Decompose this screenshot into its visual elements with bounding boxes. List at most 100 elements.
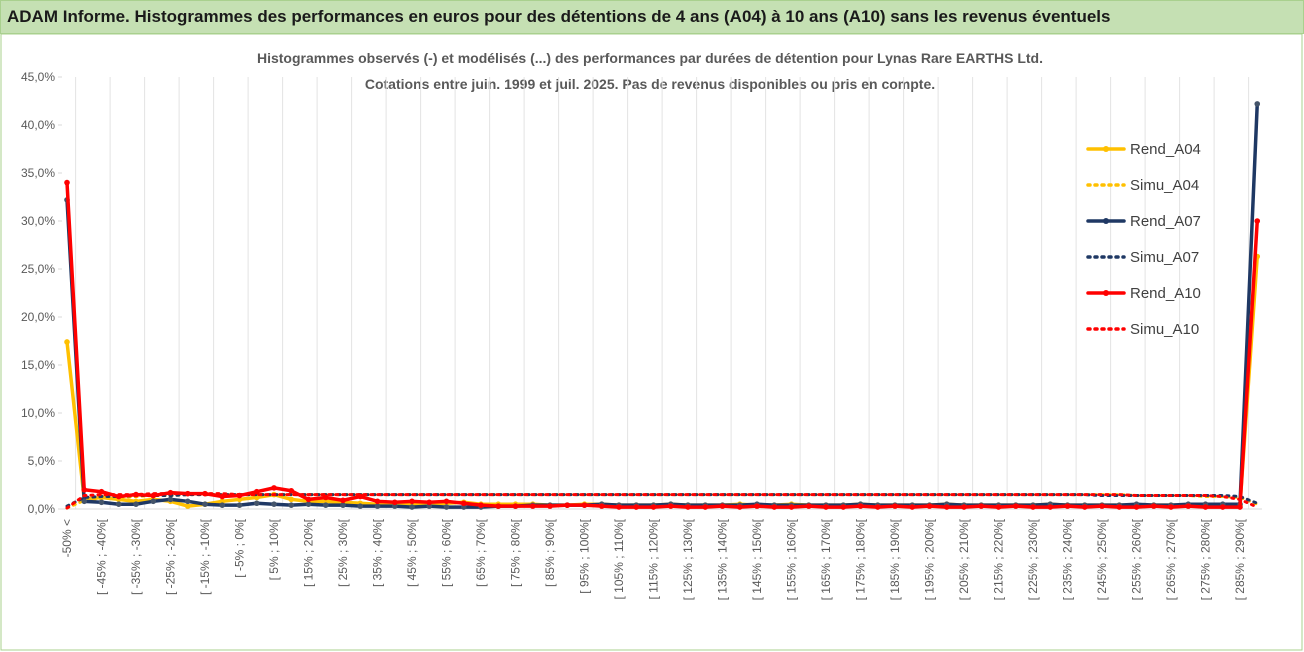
legend-marker <box>1103 218 1109 224</box>
chart-subtitle: Cotations entre juin. 1999 et juil. 2025… <box>365 76 935 92</box>
series-marker <box>909 504 916 510</box>
series-marker <box>81 487 88 493</box>
series-marker <box>1150 503 1157 509</box>
series-marker <box>874 504 881 510</box>
x-tick-label: [ 85% ; 90%[ <box>543 518 557 587</box>
x-tick-label: [ 135% ; 140%[ <box>716 518 730 600</box>
series-marker <box>650 504 657 510</box>
x-tick-label: [ -35% ; -30%[ <box>129 518 143 595</box>
series-marker <box>219 498 226 505</box>
series-marker <box>202 501 208 508</box>
series-marker <box>184 503 191 509</box>
series-marker <box>150 498 157 505</box>
x-tick-label: [ 215% ; 220%[ <box>992 518 1006 600</box>
x-tick-label: [ 115% ; 120%[ <box>647 518 661 599</box>
x-tick-label: [ -25% ; -20%[ <box>164 518 178 595</box>
series-marker <box>1099 503 1105 509</box>
series-marker <box>288 487 295 494</box>
x-tick-label: [ 235% ; 240%[ <box>1061 518 1075 600</box>
series-marker <box>81 498 88 505</box>
series-marker <box>1219 504 1226 510</box>
y-tick-label: 20,0% <box>21 310 55 324</box>
x-tick-label: [ 255% ; 260%[ <box>1130 518 1144 600</box>
series-marker <box>184 498 191 505</box>
x-tick-label: [ 265% ; 270%[ <box>1164 518 1178 600</box>
series-marker <box>616 504 622 510</box>
series-marker <box>736 504 743 510</box>
series-marker <box>754 503 760 509</box>
series-marker <box>788 504 795 510</box>
series-marker <box>288 496 295 503</box>
series-line <box>65 180 1259 509</box>
x-tick-label: [ 275% ; 280%[ <box>1199 518 1213 600</box>
series-marker <box>1237 504 1243 510</box>
x-tick-label: [ 225% ; 230%[ <box>1026 518 1040 600</box>
x-tick-label: [ -5% ; 0%[ <box>233 518 247 577</box>
series-marker <box>426 503 433 509</box>
series-marker <box>719 503 726 509</box>
series-marker <box>926 503 933 509</box>
chart-title: Histogrammes observés (-) et modélisés (… <box>257 50 1043 66</box>
series-marker <box>322 502 329 508</box>
y-tick-label: 25,0% <box>21 262 55 276</box>
series-marker <box>409 504 415 510</box>
series-marker <box>840 504 847 510</box>
series-marker <box>305 501 312 508</box>
x-tick-label: [ 45% ; 50%[ <box>405 518 419 587</box>
legend-marker <box>1103 146 1109 152</box>
series-marker <box>564 502 571 508</box>
series-marker <box>995 504 1002 510</box>
series-marker <box>598 503 605 509</box>
x-tick-label: [ 145% ; 150%[ <box>750 518 764 600</box>
series-marker <box>391 499 398 506</box>
y-tick-label: 10,0% <box>21 406 55 420</box>
series-marker <box>1012 503 1019 509</box>
series-marker <box>271 501 277 508</box>
series-marker <box>1030 504 1036 510</box>
series-marker <box>1202 504 1209 510</box>
x-tick-label: [ 175% ; 180%[ <box>854 518 868 600</box>
series-marker <box>495 503 502 509</box>
x-tick-label: [ 165% ; 170%[ <box>819 518 833 600</box>
series-marker <box>98 488 105 495</box>
series-marker <box>529 503 536 509</box>
y-tick-label: 30,0% <box>21 214 55 228</box>
series-marker <box>1254 101 1261 107</box>
y-tick-label: 15,0% <box>21 358 55 372</box>
series-marker <box>1081 504 1088 510</box>
series-marker <box>581 502 588 508</box>
legend-label: Rend_A04 <box>1130 141 1201 158</box>
x-tick-label: [ 205% ; 210%[ <box>957 518 971 600</box>
series-marker <box>943 504 950 510</box>
x-tick-label: [ 185% ; 190%[ <box>888 518 902 600</box>
series-marker <box>253 500 260 507</box>
series-marker <box>961 504 967 510</box>
series-marker <box>167 496 174 503</box>
series-marker <box>340 497 346 504</box>
x-tick-label: [ 195% ; 200%[ <box>923 518 937 600</box>
series-marker <box>340 502 346 508</box>
series-marker <box>64 179 70 186</box>
series-marker <box>236 496 243 503</box>
y-tick-label: 5,0% <box>28 454 56 468</box>
series-marker <box>1116 504 1123 510</box>
series-marker <box>478 502 484 508</box>
x-tick-label: [ 285% ; 290%[ <box>1233 518 1247 600</box>
series-marker <box>288 502 295 508</box>
series-marker <box>460 504 467 510</box>
y-tick-label: 0,0% <box>28 502 56 516</box>
series-marker <box>1133 504 1140 510</box>
chart-frame <box>0 34 1303 651</box>
legend-label: Simu_A04 <box>1130 177 1199 194</box>
x-tick-label: [ 155% ; 160%[ <box>785 518 799 600</box>
series-marker <box>771 504 778 510</box>
series-marker <box>1168 504 1174 510</box>
series-marker <box>374 503 381 509</box>
legend-marker <box>1103 290 1109 296</box>
x-tick-label: [ 65% ; 70%[ <box>474 518 488 587</box>
series-marker <box>357 503 364 509</box>
series-marker <box>805 503 812 509</box>
page-title: ADAM Informe. Histogrammes des performan… <box>7 7 1111 26</box>
series-marker <box>547 503 553 509</box>
series-marker <box>667 503 674 509</box>
